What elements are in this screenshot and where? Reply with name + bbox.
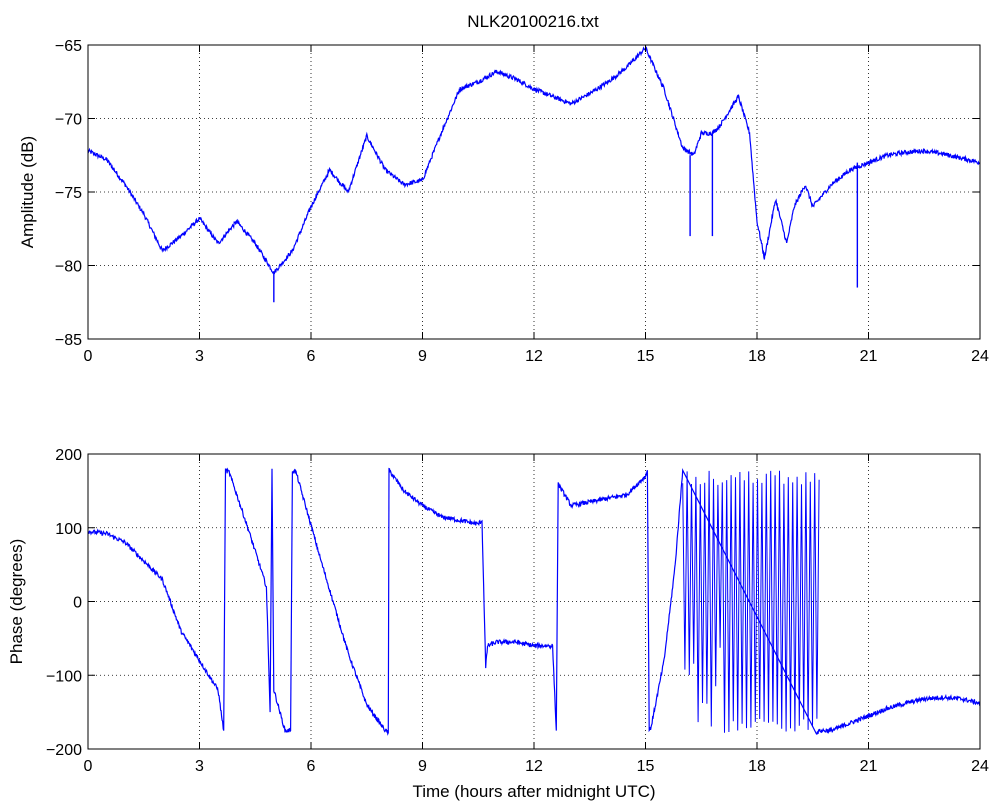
x-tick-label: 24 — [971, 758, 989, 775]
y-tick-label: 100 — [55, 521, 82, 538]
x-tick-label: 15 — [637, 348, 655, 365]
x-tick-label: 6 — [307, 348, 316, 365]
y-tick-label: −100 — [46, 668, 82, 685]
x-tick-label: 24 — [971, 348, 989, 365]
y-tick-label: −75 — [55, 185, 82, 202]
series-line — [87, 46, 981, 275]
y-tick-label: −65 — [55, 38, 82, 55]
x-tick-label: 0 — [84, 348, 93, 365]
x-tick-label: 3 — [195, 758, 204, 775]
x-tick-label: 12 — [525, 348, 543, 365]
phase-chart: 0 3 6 9 12 15 18 21 24 −200 −100 0 100 200 Phase (degr… — [7, 447, 989, 801]
y-tick-label: 200 — [55, 447, 82, 464]
y-tick-label: −80 — [55, 259, 82, 276]
x-tick-label: 12 — [525, 758, 543, 775]
chart-title: NLK20100216.txt — [467, 12, 599, 31]
x-tick-label: 18 — [748, 348, 766, 365]
x-tick-label: 6 — [307, 758, 316, 775]
x-axis-title: Time (hours after midnight UTC) — [412, 782, 655, 801]
x-tick-label: 21 — [860, 348, 878, 365]
y-axis-title: Phase (degrees) — [7, 539, 26, 665]
y-tick-label: 0 — [73, 595, 82, 612]
amplitude-chart: 0 3 6 9 12 15 18 21 24 −85 −80 −75 −70 −65 Amplitude (… — [18, 38, 989, 365]
series-line — [87, 467, 981, 736]
x-tick-label: 18 — [748, 758, 766, 775]
x-tick-label: 3 — [195, 348, 204, 365]
y-tick-label: −85 — [55, 332, 82, 349]
y-tick-label: −70 — [55, 112, 82, 129]
oscillation-band — [682, 470, 820, 733]
grid — [88, 454, 980, 749]
y-tick-label: −200 — [46, 742, 82, 759]
x-tick-label: 0 — [84, 758, 93, 775]
x-tick-label: 15 — [637, 758, 655, 775]
x-tick-label: 9 — [418, 758, 427, 775]
x-tick-label: 9 — [418, 348, 427, 365]
y-axis-title: Amplitude (dB) — [18, 136, 37, 248]
x-tick-label: 21 — [860, 758, 878, 775]
grid — [88, 45, 980, 339]
